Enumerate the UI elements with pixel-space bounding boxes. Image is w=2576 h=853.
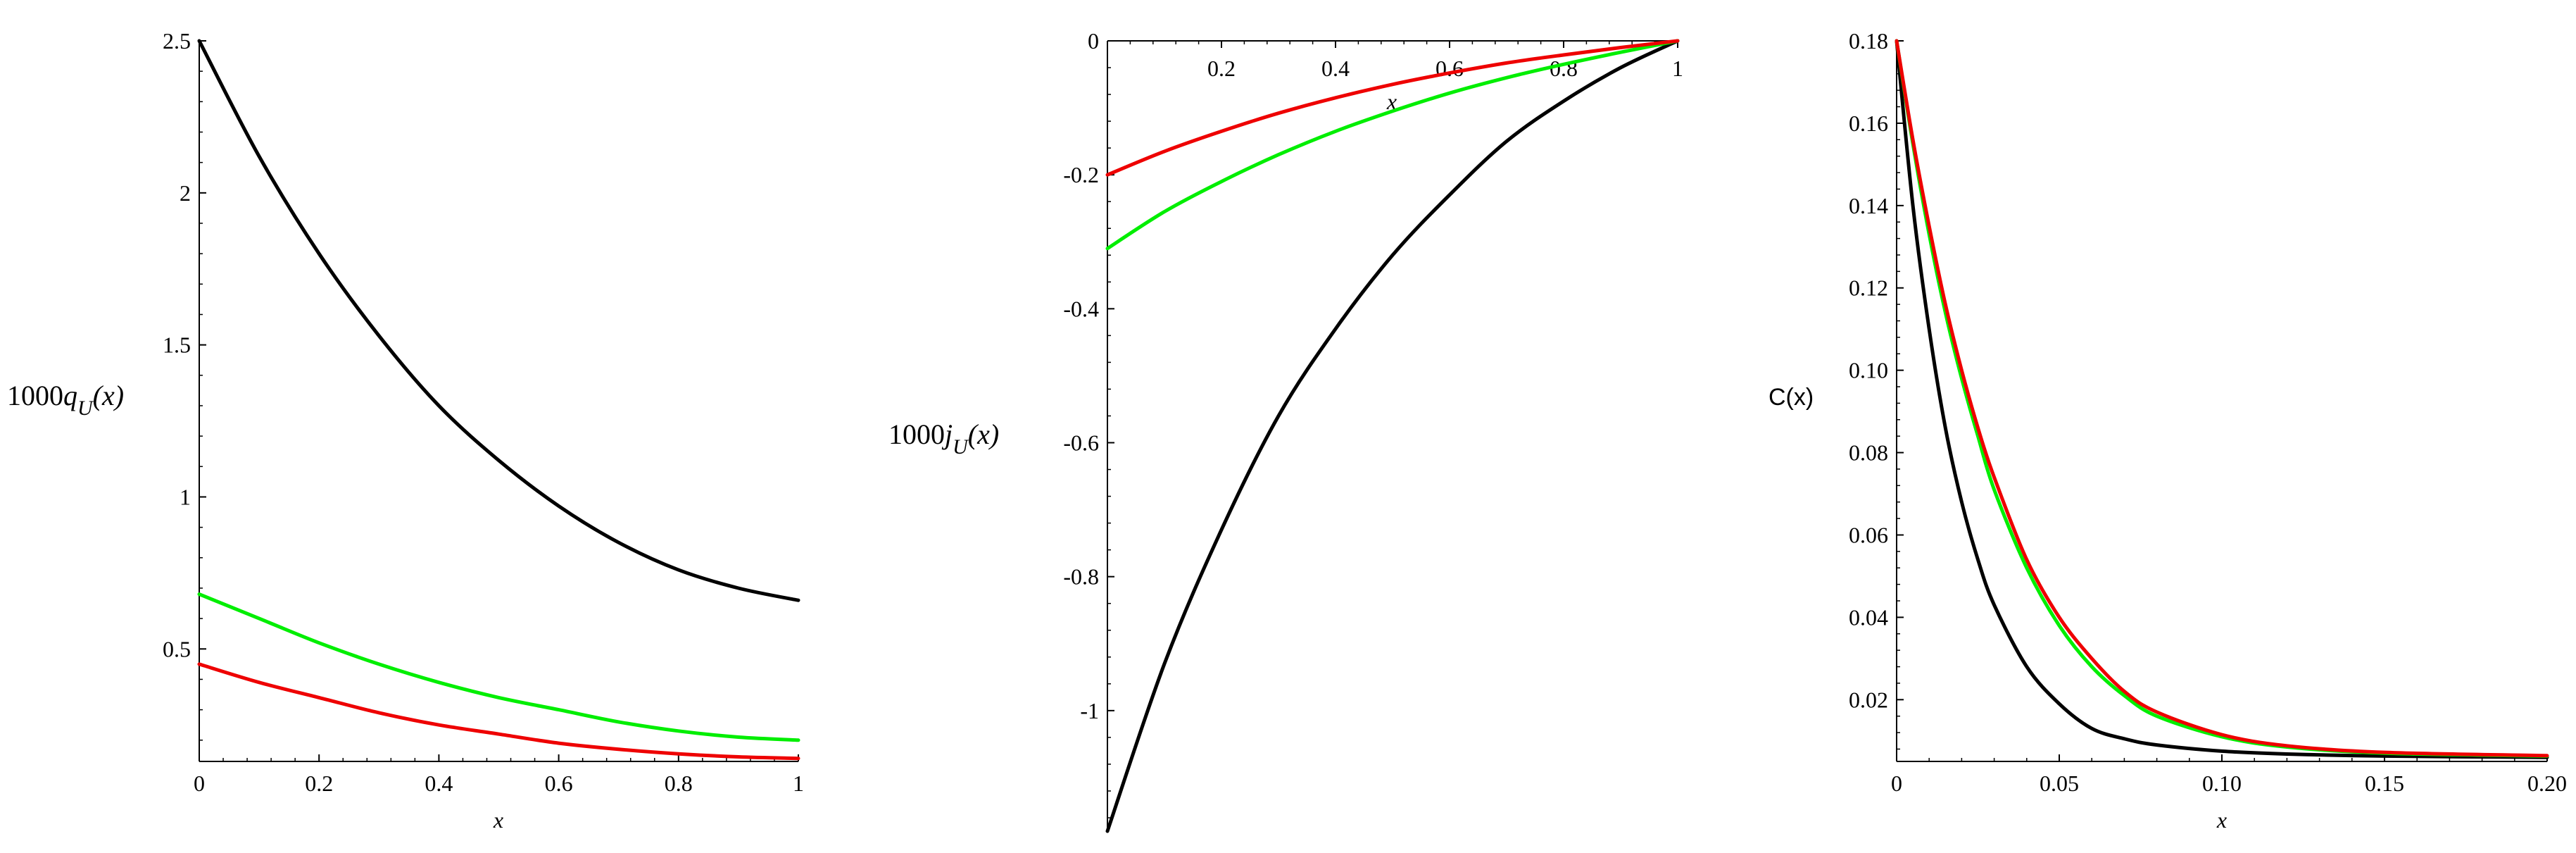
y-tick-label: 0.16 (1849, 111, 1888, 136)
series-line-0 (1895, 39, 2549, 759)
y-axis-label: 1000jU(x) (888, 418, 999, 459)
x-tick-label: 0.10 (2202, 771, 2242, 796)
y-tick-label: -0.2 (1063, 162, 1099, 187)
y-tick-label: 0.02 (1849, 687, 1888, 712)
x-tick-label: 0.15 (2365, 771, 2404, 796)
x-axis-label: x (1386, 89, 1397, 114)
x-tick-label: 0.2 (305, 771, 333, 796)
y-tick-label: 0.5 (163, 636, 191, 661)
x-tick-label: 0.8 (665, 771, 693, 796)
series-line-0 (197, 39, 800, 602)
y-tick-label: 2 (180, 180, 191, 206)
series-line-1 (1105, 39, 1680, 251)
chart-q-u: 0.5 1 1.5 2 2.5 0 0.2 0.4 0.6 0.8 1 x 1000qU(x) (7, 28, 804, 833)
series-line-0 (1105, 39, 1680, 833)
x-axis-label: x (2216, 807, 2227, 833)
series-line-2 (1895, 39, 2549, 758)
x-tick-label: 0.6 (545, 771, 573, 796)
y-tick-label: -0.4 (1063, 296, 1099, 321)
y-tick-label: -1 (1080, 698, 1099, 723)
y-tick-label: 1 (180, 484, 191, 509)
y-tick-label: 0.04 (1849, 604, 1888, 630)
series-line-2 (1105, 39, 1680, 177)
y-tick-label: 0.12 (1849, 275, 1888, 301)
y-tick-label: 2.5 (163, 28, 191, 54)
x-tick-label: 0.8 (1550, 56, 1578, 81)
x-axis-label: x (493, 807, 503, 833)
y-tick-label: -0.8 (1063, 564, 1099, 590)
y-tick-label: 0.06 (1849, 522, 1888, 547)
y-tick-label: 0 (1088, 28, 1099, 54)
y-axis-label: 1000qU(x) (7, 380, 124, 420)
series-line-1 (1895, 39, 2549, 758)
x-tick-label: 0 (194, 771, 205, 796)
x-tick-label: 0.20 (2527, 771, 2567, 796)
y-axis-label: C(x) (1768, 384, 1814, 411)
y-tick-label: 0.08 (1849, 440, 1888, 466)
x-tick-label: 0 (1891, 771, 1902, 796)
series-line-1 (197, 592, 800, 742)
series-line-2 (197, 662, 800, 761)
y-tick-label: 1.5 (163, 332, 191, 358)
x-tick-label: 0.2 (1207, 56, 1236, 81)
x-tick-label: 0.4 (1321, 56, 1350, 81)
y-tick-label: -0.6 (1063, 430, 1099, 456)
y-tick-label: 0.18 (1849, 28, 1888, 54)
x-tick-label: 1 (1672, 56, 1683, 81)
chart-j-u: 0 -0.2 -0.4 -0.6 -0.8 -1 0.2 0.4 0.6 0.8 1 x 1000jU(… (888, 28, 1683, 833)
x-tick-label: 1 (793, 771, 804, 796)
chart-c: 0.02 0.04 0.06 0.08 0.10 0.12 0.14 0.16 0.18 0 0.0… (1768, 28, 2567, 833)
x-tick-label: 0.05 (2040, 771, 2079, 796)
x-tick-label: 0.6 (1435, 56, 1464, 81)
y-tick-label: 0.14 (1849, 193, 1888, 218)
x-tick-label: 0.4 (425, 771, 453, 796)
y-tick-label: 0.10 (1849, 358, 1888, 383)
